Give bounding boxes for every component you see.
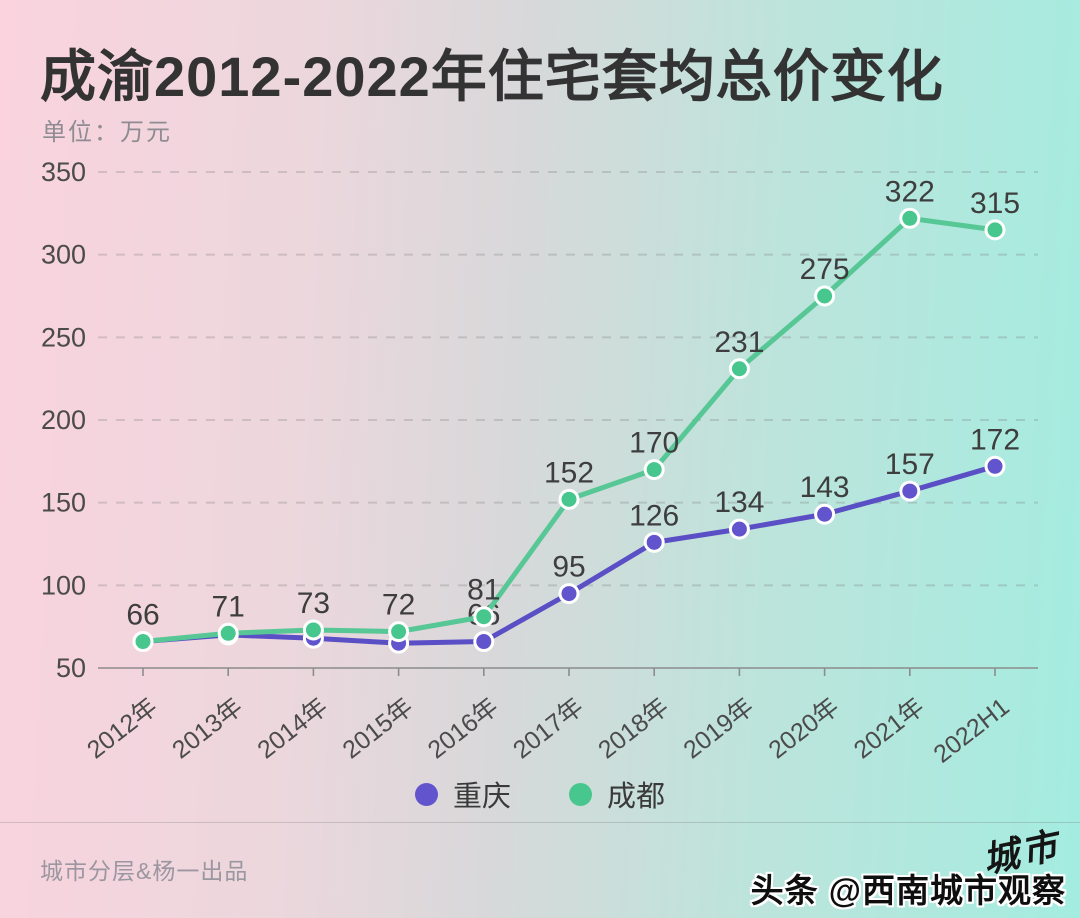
chart-legend: 重庆 成都 — [0, 772, 1080, 816]
data-point-chengdu-2021年 — [899, 207, 921, 229]
svg-text:157: 157 — [885, 448, 935, 481]
svg-text:2022H1: 2022H1 — [928, 693, 1014, 769]
data-point-chengdu-2019年 — [728, 358, 750, 380]
svg-text:72: 72 — [382, 589, 415, 622]
svg-text:50: 50 — [56, 653, 86, 683]
svg-text:275: 275 — [800, 253, 850, 286]
svg-text:2017年: 2017年 — [508, 693, 589, 765]
svg-text:2013年: 2013年 — [167, 693, 248, 765]
page-title: 成渝2012-2022年住宅套均总价变化 — [40, 45, 944, 108]
data-point-chengdu-2015年 — [388, 621, 410, 643]
svg-text:250: 250 — [41, 322, 86, 352]
data-point-chengdu-2017年 — [558, 488, 580, 510]
svg-text:322: 322 — [885, 175, 935, 208]
watermark-text: 头条 @西南城市观察 — [750, 872, 1066, 909]
svg-text:66: 66 — [126, 599, 159, 632]
data-point-chongqing-2021年 — [899, 480, 921, 502]
svg-text:231: 231 — [714, 326, 764, 359]
unit-label: 单位：万元 — [42, 119, 172, 146]
series-labels-chengdu: 66 71 73 72 81 152 170 231 275 322 315 — [126, 175, 1020, 631]
data-point-chongqing-2022H1 — [984, 455, 1006, 477]
svg-text:95: 95 — [552, 551, 585, 584]
data-point-chongqing-2018年 — [643, 531, 665, 553]
svg-text:126: 126 — [629, 499, 679, 532]
data-point-chengdu-2013年 — [217, 622, 239, 644]
svg-text:2020年: 2020年 — [764, 693, 845, 765]
svg-text:172: 172 — [970, 423, 1020, 456]
data-point-chengdu-2016年 — [473, 606, 495, 628]
data-point-chengdu-2020年 — [814, 285, 836, 307]
legend-label-chengdu: 成都 — [607, 781, 666, 813]
svg-text:315: 315 — [970, 187, 1020, 220]
series-points-chengdu — [132, 207, 1006, 653]
data-point-chongqing-2019年 — [728, 518, 750, 540]
svg-text:143: 143 — [800, 471, 850, 504]
data-point-chongqing-2020年 — [814, 503, 836, 525]
footer-divider — [0, 822, 1080, 823]
svg-text:300: 300 — [41, 240, 86, 270]
svg-text:2012年: 2012年 — [82, 693, 163, 765]
legend-item-chengdu: 成都 — [569, 773, 665, 815]
data-point-chengdu-2018年 — [643, 459, 665, 481]
svg-text:2016年: 2016年 — [423, 693, 504, 765]
data-point-chongqing-2016年 — [473, 631, 495, 653]
svg-text:2015年: 2015年 — [338, 693, 419, 765]
chongqing-dot-icon — [414, 782, 438, 806]
legend-label-chongqing: 重庆 — [452, 781, 511, 813]
svg-text:350: 350 — [41, 157, 86, 187]
x-axis — [98, 667, 1038, 676]
data-point-chengdu-2012年 — [132, 631, 154, 653]
svg-text:2021年: 2021年 — [849, 693, 930, 765]
data-point-chongqing-2017年 — [558, 583, 580, 605]
data-point-chengdu-2014年 — [302, 619, 324, 641]
svg-text:2019年: 2019年 — [678, 693, 759, 765]
svg-text:200: 200 — [41, 405, 86, 435]
svg-text:71: 71 — [212, 590, 245, 623]
chengdu-dot-icon — [569, 782, 592, 806]
data-point-chengdu-2022H1 — [984, 219, 1006, 241]
svg-text:81: 81 — [467, 574, 500, 607]
svg-text:100: 100 — [41, 570, 86, 600]
y-axis-labels: 50 100 150 200 250 300 350 — [41, 157, 86, 683]
credit-text: 城市分层&杨一出品 — [40, 858, 249, 884]
svg-text:2014年: 2014年 — [252, 693, 333, 765]
svg-text:152: 152 — [544, 456, 594, 489]
x-axis-labels: 2012年 2013年 2014年 2015年 2016年 2017年 2018年 2019年… — [82, 693, 1015, 769]
svg-text:2018年: 2018年 — [593, 693, 674, 765]
svg-text:134: 134 — [714, 486, 764, 519]
legend-item-chongqing: 重庆 — [414, 773, 511, 815]
svg-text:73: 73 — [297, 587, 330, 620]
gridlines — [98, 171, 1038, 587]
svg-text:170: 170 — [629, 427, 679, 460]
svg-text:150: 150 — [41, 488, 86, 518]
